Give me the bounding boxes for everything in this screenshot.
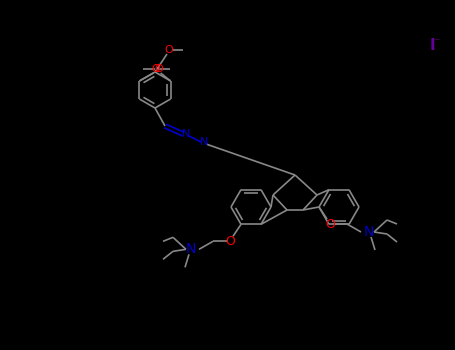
Text: I: I bbox=[429, 37, 435, 52]
Text: N: N bbox=[364, 225, 374, 239]
Text: O: O bbox=[325, 217, 335, 231]
Text: O: O bbox=[154, 64, 163, 74]
Text: O: O bbox=[225, 235, 235, 248]
Text: O: O bbox=[151, 64, 160, 74]
Text: N: N bbox=[182, 129, 190, 139]
Text: O: O bbox=[165, 45, 173, 55]
Text: ⁻: ⁻ bbox=[435, 37, 440, 47]
Text: N: N bbox=[200, 137, 208, 147]
Text: N: N bbox=[186, 242, 196, 256]
